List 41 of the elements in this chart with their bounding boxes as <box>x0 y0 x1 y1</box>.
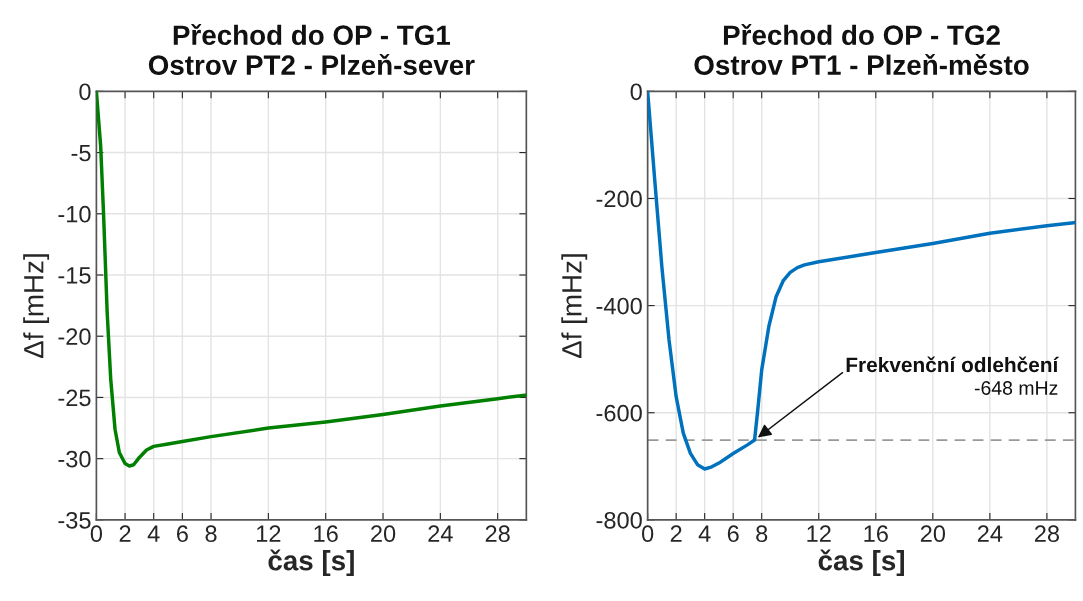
y-tick-label: 0 <box>630 83 642 101</box>
x-tick-label: 4 <box>147 525 160 542</box>
x-tick-label: 28 <box>485 525 510 543</box>
x-tick-label: 0 <box>641 525 654 543</box>
x-tick-label: 8 <box>205 525 217 543</box>
y-axis-title: Δf [mHz] <box>561 254 588 359</box>
chart-title: Přechod do OP - TG1 Ostrov PT2 - Plzeň-sever <box>148 24 475 75</box>
x-tick-label: 20 <box>371 525 396 543</box>
x-tick-label: 24 <box>428 525 453 542</box>
y-tick-label: -800 <box>596 511 642 529</box>
x-tick-label: 24 <box>977 525 1003 542</box>
y-tick-label: -25 <box>58 389 91 407</box>
x-tick-label: 6 <box>727 525 739 543</box>
chart-title: Přechod do OP - TG2 Ostrov PT1 - Plzeň-město <box>694 24 1029 75</box>
y-tick-label: -200 <box>596 190 642 208</box>
x-axis-title: čas [s] <box>268 549 354 577</box>
y-tick-label: -5 <box>71 144 91 162</box>
y-tick-label: -15 <box>58 267 91 284</box>
y-tick-label: -30 <box>58 450 91 468</box>
x-tick-label: 2 <box>119 525 131 542</box>
annotation: -648 mHz <box>974 381 1058 395</box>
x-tick-label: 0 <box>90 525 103 543</box>
y-axis-title: Δf [mHz] <box>23 254 50 359</box>
y-tick-label: -35 <box>58 511 91 529</box>
x-tick-label: 16 <box>864 525 888 543</box>
x-tick-label: 20 <box>920 525 946 543</box>
x-tick-label: 8 <box>756 525 768 543</box>
y-tick-label: 0 <box>79 83 91 101</box>
annotation: Frekvenční odlehčení <box>846 356 1059 373</box>
x-tick-label: 6 <box>177 525 188 543</box>
x-axis-title: čas [s] <box>818 549 904 577</box>
x-tick-label: 28 <box>1034 525 1060 543</box>
x-tick-label: 4 <box>698 525 711 542</box>
y-tick-label: -20 <box>58 328 91 345</box>
x-tick-label: 12 <box>257 525 281 542</box>
x-tick-label: 16 <box>314 525 338 543</box>
x-tick-label: 12 <box>807 525 831 542</box>
x-tick-label: 2 <box>670 525 682 542</box>
y-tick-label: -10 <box>58 205 91 223</box>
y-tick-label: -400 <box>596 297 642 315</box>
y-tick-label: -600 <box>596 404 642 422</box>
